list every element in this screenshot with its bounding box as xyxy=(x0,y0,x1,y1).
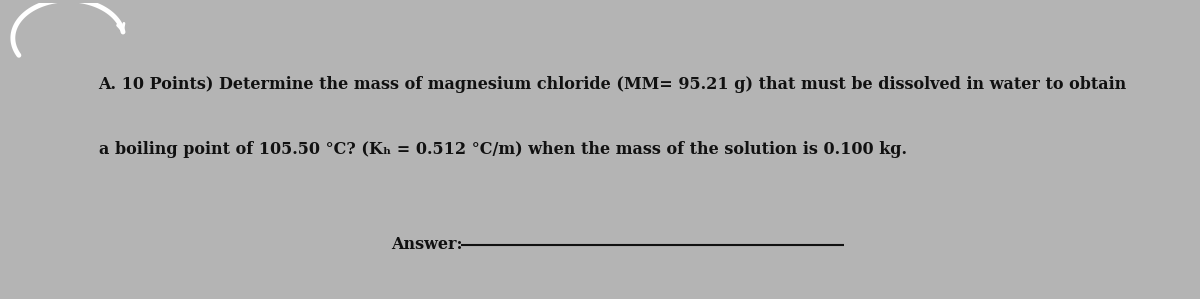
Text: Answer:: Answer: xyxy=(391,237,462,253)
Text: A. 10 Points) Determine the mass of magnesium chloride (MM= 95.21 g) that must b: A. 10 Points) Determine the mass of magn… xyxy=(98,77,1127,94)
Text: a boiling point of 105.50 °C? (Kₕ = 0.512 °C/m) when the mass of the solution is: a boiling point of 105.50 °C? (Kₕ = 0.51… xyxy=(98,141,906,158)
